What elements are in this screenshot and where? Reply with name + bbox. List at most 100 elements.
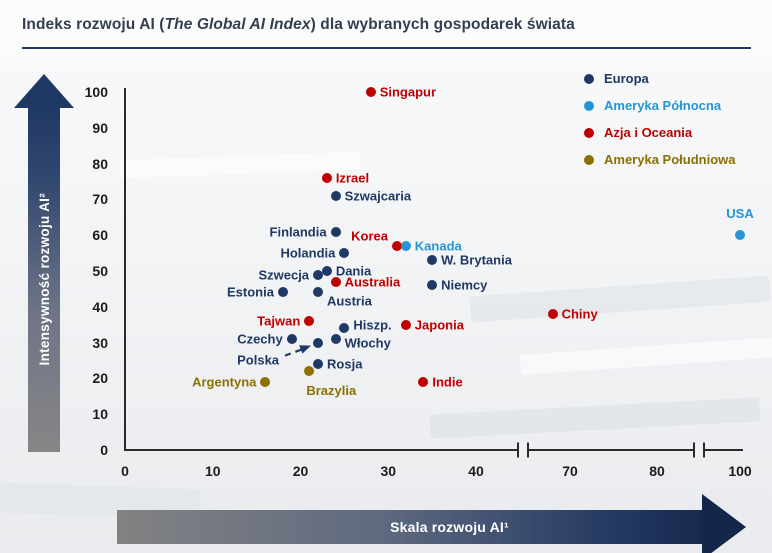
point-label: Tajwan	[257, 313, 301, 329]
legend-label: Azja i Oceania	[604, 125, 693, 140]
data-point	[321, 172, 332, 183]
legend-label: Europa	[604, 71, 649, 86]
x-tick-label: 10	[204, 463, 221, 479]
legend-item: Ameryka Północna	[584, 92, 735, 119]
point-label: Singapur	[379, 84, 437, 100]
y-tick-label: 70	[92, 191, 108, 208]
x-axis-line	[124, 449, 743, 451]
point-label: Szwecja	[258, 267, 310, 283]
legend-label: Ameryka Północna	[604, 98, 722, 113]
legend-swatch-icon	[584, 73, 594, 84]
axis-break-mark	[692, 442, 705, 458]
y-tick-label: 100	[84, 84, 108, 100]
data-point	[313, 287, 324, 298]
x-axis-arrow: Skala rozwoju AI¹	[117, 510, 702, 544]
point-label: Hiszp.	[353, 317, 392, 333]
data-point	[313, 337, 324, 348]
x-axis-arrowhead-icon	[702, 494, 746, 553]
axis-break-mark	[517, 442, 530, 458]
y-tick-label: 60	[92, 227, 108, 244]
data-point	[547, 308, 558, 319]
data-point	[330, 276, 341, 287]
point-label: Szwajcaria	[344, 188, 412, 204]
data-point	[330, 334, 341, 345]
legend-item: Europa	[584, 65, 735, 92]
point-label: Włochy	[344, 335, 391, 351]
point-label: Austria	[327, 293, 372, 309]
x-tick-label: 80	[649, 463, 665, 479]
point-label: Dania	[335, 263, 372, 279]
x-tick-label: 30	[380, 463, 397, 479]
x-tick-label: 70	[562, 463, 578, 479]
legend-swatch-icon	[584, 100, 594, 111]
data-point	[400, 319, 411, 330]
data-point	[313, 359, 324, 370]
data-point	[330, 190, 341, 201]
point-label: Rosja	[327, 356, 363, 372]
x-tick-label: 0	[121, 463, 129, 479]
data-point	[313, 269, 324, 280]
legend-swatch-icon	[584, 127, 594, 138]
page-title: Indeks rozwoju AI (The Global AI Index) …	[22, 16, 762, 34]
legend: Europa Ameryka Północna Azja i Oceania Amer…	[584, 65, 735, 173]
y-tick-label: 30	[92, 334, 108, 351]
point-label: Australia	[344, 274, 401, 290]
y-tick-label: 50	[92, 263, 108, 279]
background-texture	[0, 56, 772, 553]
legend-item: Ameryka Południowa	[584, 146, 735, 173]
title-suffix: ) dla wybranych gospodarek świata	[310, 16, 575, 33]
data-point	[304, 366, 315, 377]
data-point	[330, 226, 341, 237]
y-axis-line	[124, 88, 126, 450]
title-italic: The Global AI Index	[164, 16, 311, 33]
data-point	[260, 376, 271, 387]
y-tick-label: 0	[100, 442, 108, 458]
point-label: W. Brytania	[441, 252, 512, 268]
title-underline	[22, 47, 751, 49]
y-tick-label: 20	[92, 370, 108, 387]
data-point	[339, 248, 350, 259]
point-label: Indie	[432, 374, 463, 390]
point-label: Brazylia	[306, 383, 357, 399]
data-point	[339, 323, 350, 334]
point-label: Czechy	[237, 331, 283, 347]
x-tick-label: 40	[468, 463, 484, 479]
y-axis-arrowhead-icon	[14, 74, 74, 108]
point-label: Argentyna	[192, 374, 257, 390]
legend-item: Azja i Oceania	[584, 119, 735, 146]
point-label: Polska	[237, 352, 280, 368]
data-point	[392, 240, 403, 251]
point-label: Holandia	[280, 245, 336, 261]
title-prefix: Indeks rozwoju AI (	[22, 16, 165, 33]
point-label: Niemcy	[441, 277, 488, 293]
point-label: Japonia	[414, 317, 464, 333]
point-label: Korea	[351, 228, 389, 244]
point-label: Finlandia	[269, 224, 327, 240]
legend-label: Ameryka Południowa	[604, 152, 736, 167]
x-tick-label: 20	[292, 463, 309, 479]
data-point	[286, 334, 297, 345]
point-label: Kanada	[414, 238, 462, 254]
data-point	[418, 376, 429, 387]
y-tick-label: 40	[92, 298, 108, 315]
y-tick-label: 10	[92, 406, 108, 423]
data-point	[427, 280, 438, 291]
data-point	[365, 87, 376, 97]
legend-swatch-icon	[584, 154, 594, 165]
point-label: USA	[726, 206, 754, 222]
x-axis-label: Skala rozwoju AI¹	[390, 519, 509, 535]
point-label: Izrael	[335, 170, 370, 186]
y-tick-label: 80	[92, 155, 108, 172]
data-point	[304, 316, 315, 327]
data-point	[321, 266, 332, 276]
point-label: Estonia	[226, 284, 274, 300]
y-tick-label: 90	[92, 119, 108, 136]
point-label: Chiny	[561, 306, 598, 322]
data-point	[735, 230, 745, 241]
y-axis-arrow: Intensywność rozwoju AI²	[28, 107, 60, 452]
data-point	[427, 255, 438, 266]
x-tick-label: 100	[728, 463, 752, 479]
data-point	[400, 240, 411, 251]
